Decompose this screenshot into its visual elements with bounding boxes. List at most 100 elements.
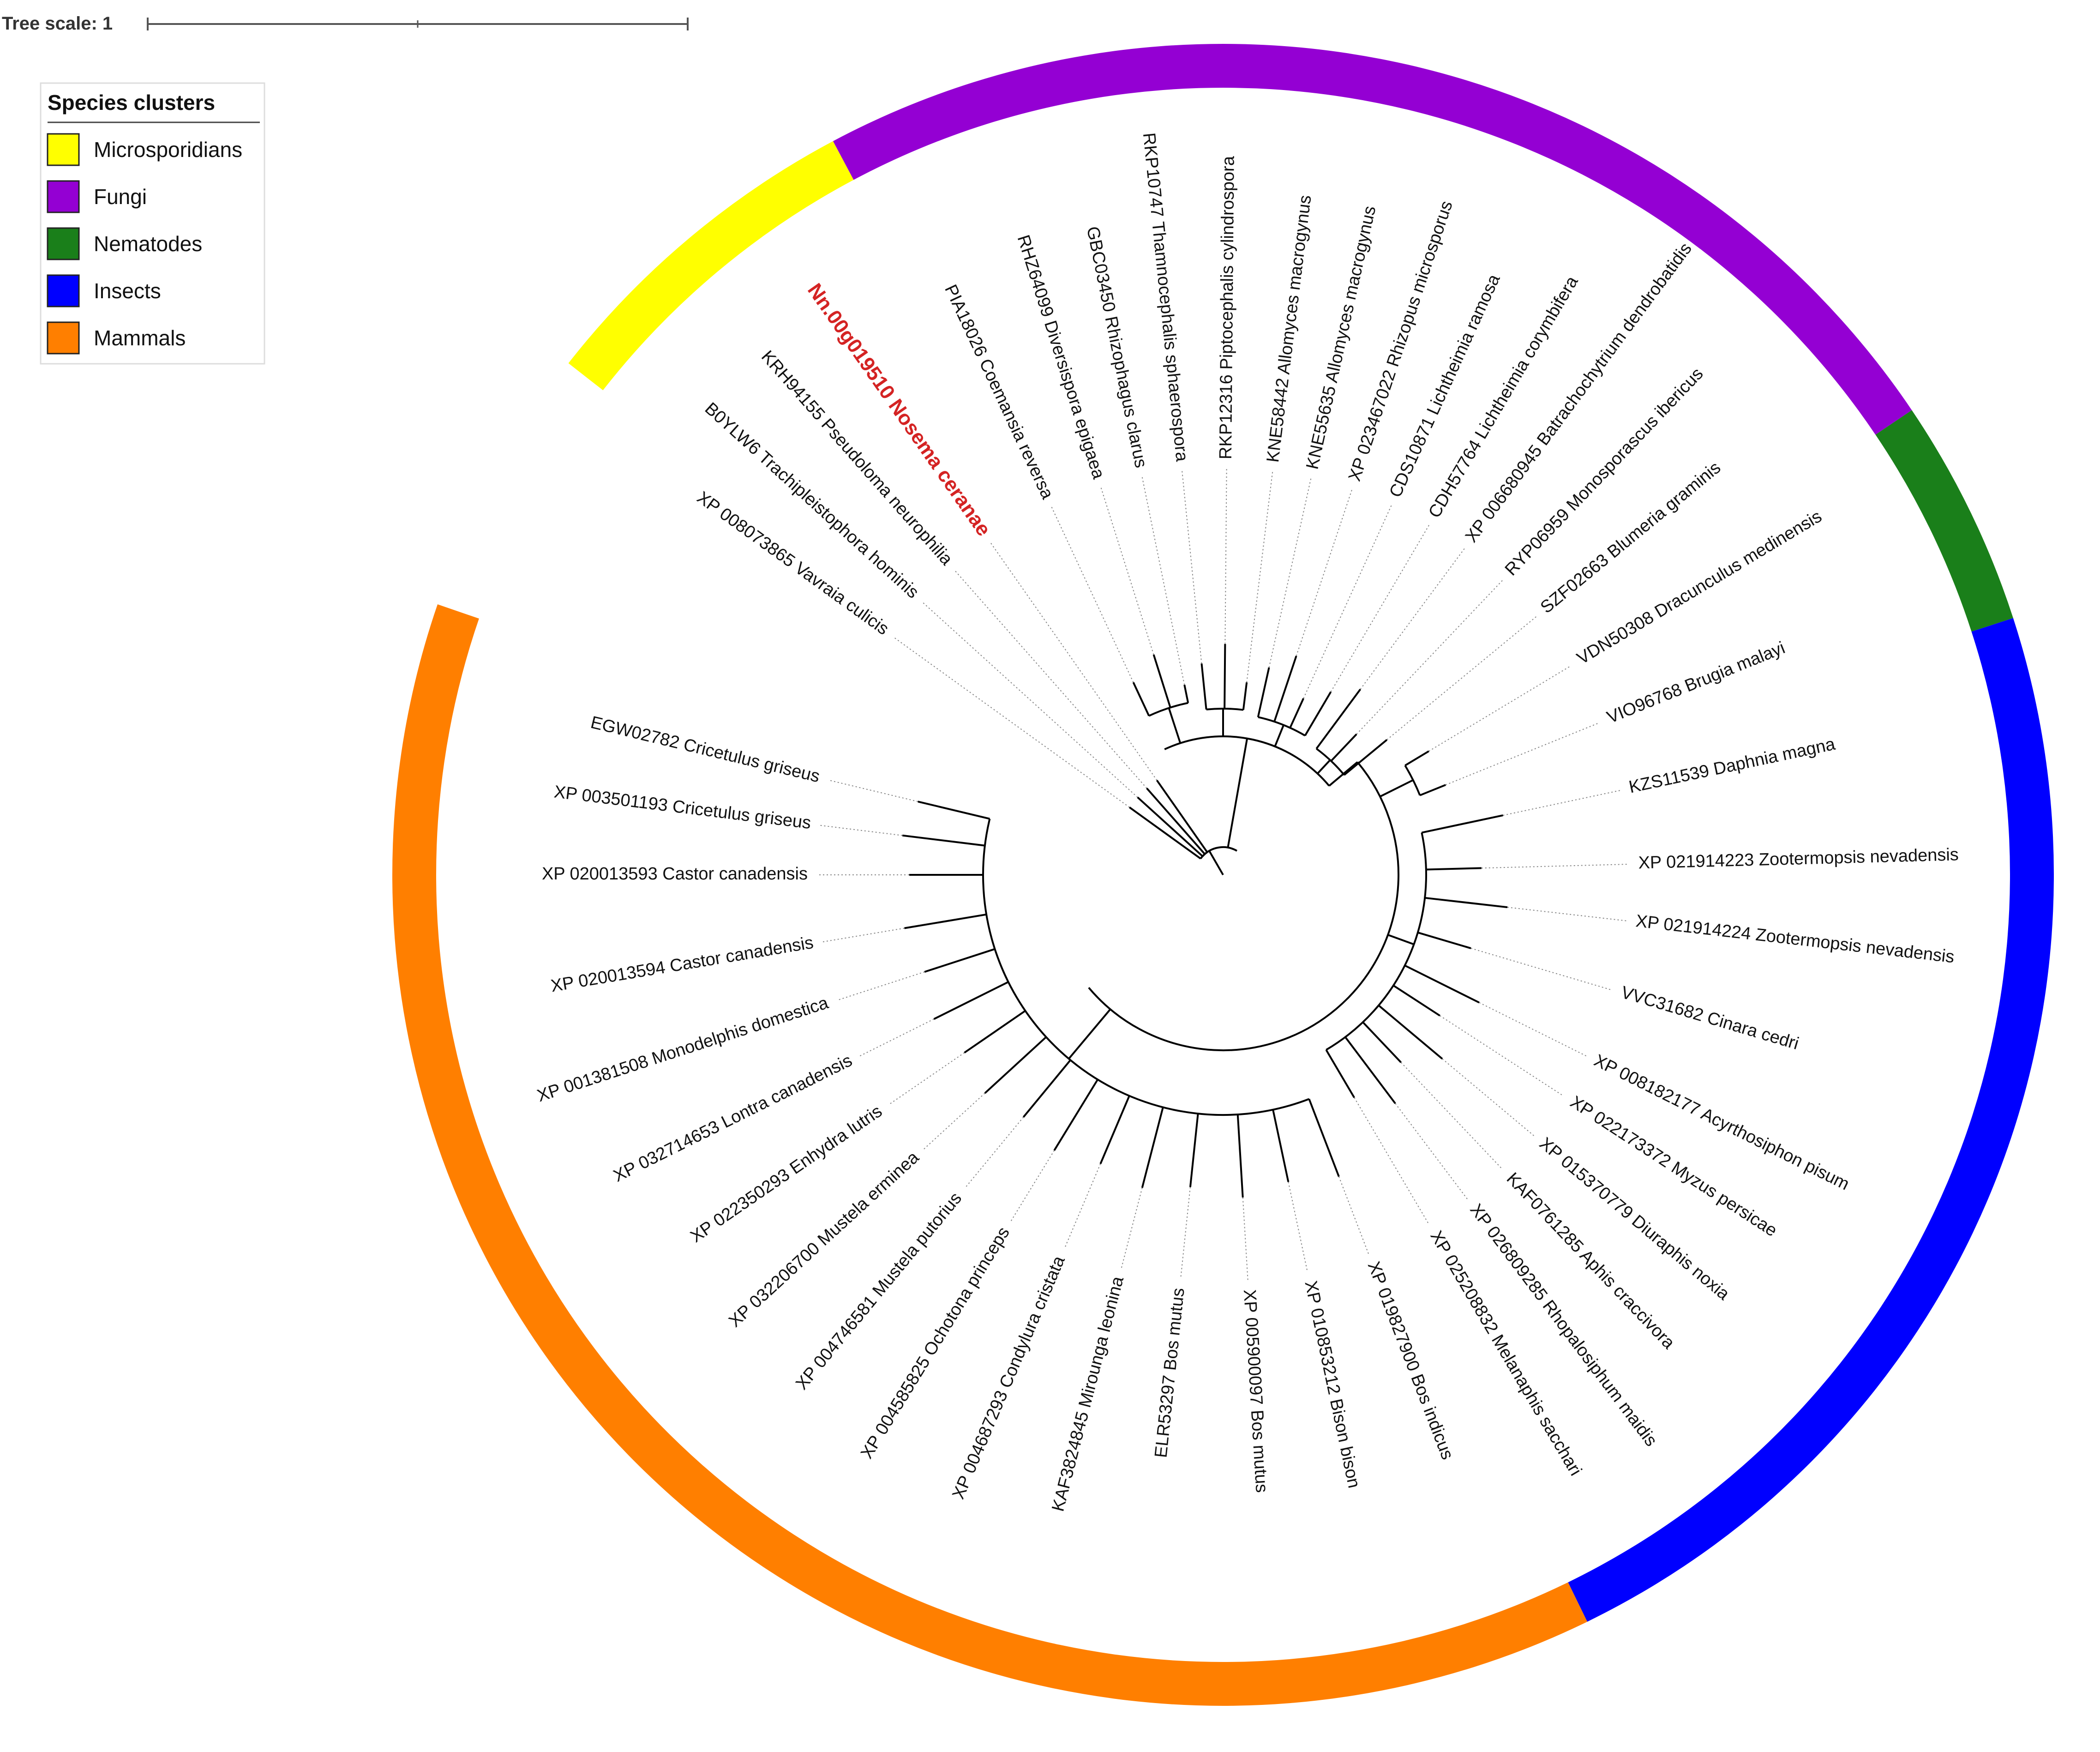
- leaf-label: XP 008182177 Acyrthosiphon pisum: [1591, 1051, 1852, 1194]
- leaf-label: XP 032206700 Mustela erminea: [725, 1147, 923, 1331]
- branch: [1419, 784, 1446, 796]
- branch: [1053, 1079, 1099, 1151]
- leader-line: [1470, 948, 1613, 991]
- branch: [1022, 1059, 1071, 1118]
- branch: [1156, 780, 1208, 853]
- leader-line: [1440, 1015, 1564, 1097]
- branch: [984, 1036, 1047, 1094]
- legend-swatch-nematodes: [47, 227, 80, 260]
- legend-item-insects: Insects: [47, 274, 161, 307]
- branch: [1344, 739, 1388, 776]
- branch: [1362, 1021, 1402, 1063]
- leader-line: [1246, 471, 1273, 683]
- branch: [1200, 663, 1207, 710]
- legend-title: Species clusters: [48, 90, 215, 114]
- leaf-label: KAF3824845 Mirounga leonina: [1048, 1274, 1128, 1514]
- leader-line: [1051, 506, 1134, 683]
- legend-swatch-fungi: [47, 180, 80, 213]
- leader-line: [1242, 1197, 1248, 1281]
- legend-label-nematodes: Nematodes: [94, 232, 202, 256]
- branch-arc: [1258, 716, 1306, 737]
- leader-line: [964, 1117, 1024, 1189]
- branch: [964, 1010, 1026, 1054]
- branch: [1426, 867, 1482, 871]
- branch: [1146, 788, 1206, 855]
- branch: [924, 948, 996, 973]
- branch: [1315, 688, 1362, 749]
- leader-line: [1395, 1103, 1468, 1200]
- leaf-label: XP 020013593 Castor canadensis: [542, 864, 808, 884]
- leader-line: [822, 927, 905, 943]
- branch-arc: [1404, 765, 1421, 796]
- leader-line: [1428, 665, 1572, 752]
- leaf-label: XP 020013594 Castor canadensis: [549, 933, 815, 996]
- leader-line: [1268, 478, 1312, 668]
- leaf-label: XP 015370779 Diuraphis noxia: [1536, 1134, 1733, 1304]
- branch: [1330, 733, 1357, 762]
- leaf-label: XP 022173372 Myzus persicae: [1566, 1092, 1780, 1240]
- ring-segment-insects: [1568, 618, 2054, 1622]
- branch: [1257, 667, 1270, 717]
- metazoa-arc: [1088, 761, 1399, 1051]
- tree-scale: Tree scale: 1: [2, 13, 689, 34]
- leader-line: [1481, 863, 1629, 869]
- branch: [1227, 738, 1248, 848]
- leader-line: [954, 570, 1147, 789]
- leaf-label: KAF0761285 Aphis craccivora: [1503, 1169, 1679, 1353]
- branch: [933, 981, 1009, 1020]
- leader-line: [1479, 1002, 1587, 1057]
- legend-item-microsporidians: Microsporidians: [47, 133, 242, 166]
- legend-label-insects: Insects: [94, 279, 161, 303]
- branch-arc: [1200, 851, 1208, 860]
- branch: [1404, 750, 1429, 766]
- leader-line: [1224, 469, 1227, 644]
- branch: [1068, 1008, 1111, 1060]
- leader-line: [1354, 1097, 1430, 1225]
- leader-line: [1100, 487, 1154, 655]
- branch-arc: [982, 819, 1310, 1116]
- leader-line: [836, 971, 925, 1001]
- cluster-ring: [392, 43, 2054, 1706]
- leaf-label: XP 003501193 Cricetulus griseus: [553, 782, 812, 833]
- branch: [1308, 1098, 1340, 1177]
- branch: [1274, 724, 1284, 747]
- legend-box: [40, 82, 265, 365]
- leaf-label: RKP12316 Piptocephalis cylindrospora: [1216, 156, 1238, 459]
- leader-lines: [817, 469, 1629, 1281]
- leaf-label: XP 019827900 Bos indicus: [1364, 1259, 1458, 1462]
- branch: [1189, 1113, 1199, 1187]
- leaf-label: XP 010853212 Bison bison: [1301, 1279, 1363, 1490]
- leader-line: [888, 1052, 965, 1106]
- tree-scale-label: Tree scale: 1: [2, 13, 113, 34]
- leader-line: [1296, 489, 1353, 656]
- branch: [1417, 932, 1471, 949]
- branch: [1132, 682, 1150, 716]
- leaf-label: XP 004746581 Mustela putorius: [792, 1189, 966, 1394]
- branch: [1242, 682, 1248, 710]
- leaf-label: XP 008073865 Vavraia culicis: [693, 488, 892, 639]
- branch: [1404, 964, 1480, 1004]
- leader-line: [1182, 470, 1202, 664]
- leader-line: [1121, 1187, 1143, 1269]
- leader-line: [990, 542, 1158, 781]
- leader-line: [893, 637, 1130, 808]
- branch: [1272, 1109, 1290, 1182]
- leader-line: [1010, 1150, 1055, 1222]
- branch: [1380, 779, 1414, 798]
- branch: [1304, 691, 1332, 736]
- branch: [904, 913, 987, 929]
- ring-segment-fungi: [833, 43, 1912, 435]
- legend-item-fungi: Fungi: [47, 180, 147, 213]
- leader-line: [923, 1093, 985, 1150]
- leaf-label: RKP10747 Thamnocephalis sphaerospora: [1139, 132, 1192, 463]
- leader-line: [1356, 579, 1503, 735]
- branch: [1236, 1114, 1244, 1198]
- leader-line: [1330, 524, 1430, 692]
- branch-arc: [1148, 702, 1188, 717]
- ring-segment-nematodes: [1875, 410, 2013, 632]
- branch: [1152, 654, 1171, 708]
- leaf-label: XP 005900097 Bos mutus: [1240, 1289, 1272, 1493]
- legend-label-fungi: Fungi: [94, 185, 147, 209]
- branch: [1421, 814, 1503, 834]
